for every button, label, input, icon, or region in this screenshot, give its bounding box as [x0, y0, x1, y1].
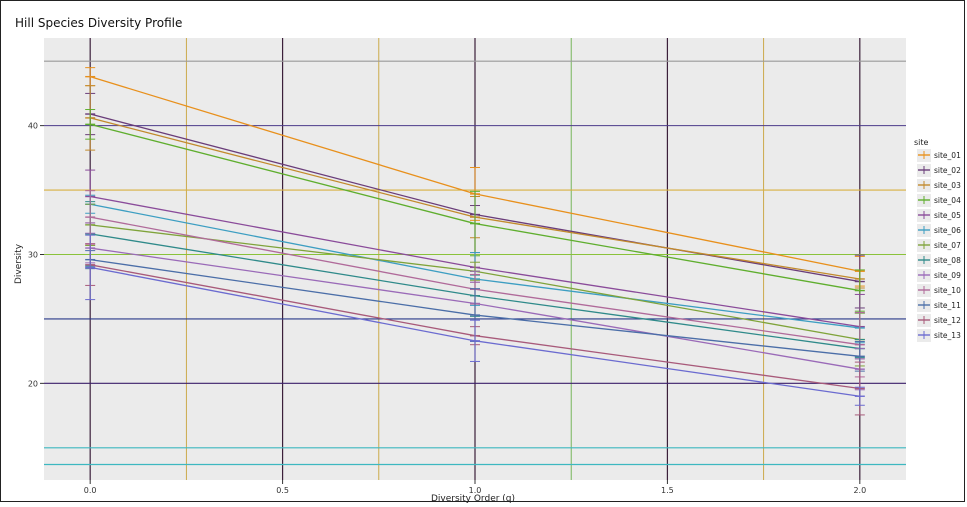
- legend-label: site_10: [934, 286, 961, 295]
- legend-item: site_04: [917, 194, 961, 207]
- x-tick-label: 0.0: [84, 486, 97, 495]
- legend-label: site_01: [934, 151, 961, 160]
- legend-label: site_03: [934, 181, 961, 190]
- x-tick-label: 1.5: [661, 486, 674, 495]
- legend-label: site_09: [934, 271, 961, 280]
- x-tick-label: 1.0: [469, 486, 482, 495]
- y-tick-label: 40: [28, 122, 38, 131]
- legend-item: site_12: [917, 314, 961, 327]
- legend-label: site_06: [934, 226, 961, 235]
- legend-label: site_11: [934, 301, 961, 310]
- legend-item: site_11: [917, 299, 961, 312]
- legend-label: site_02: [934, 166, 961, 175]
- legend-label: site_05: [934, 211, 961, 220]
- legend-title: site: [914, 138, 929, 147]
- legend-label: site_07: [934, 241, 961, 250]
- legend-label: site_13: [934, 331, 961, 340]
- y-axis-label: Diversity: [14, 243, 24, 284]
- chart-title: Hill Species Diversity Profile: [15, 16, 182, 30]
- y-tick-label: 30: [28, 250, 38, 259]
- legend-label: site_12: [934, 316, 961, 325]
- legend-label: site_04: [934, 196, 961, 205]
- x-axis-label: Diversity Order (q): [431, 494, 515, 503]
- y-tick-label: 20: [28, 379, 38, 388]
- legend-item: site_07: [917, 239, 961, 252]
- x-tick-label: 2.0: [853, 486, 866, 495]
- legend-label: site_08: [934, 256, 961, 265]
- legend-item: site_03: [917, 179, 961, 192]
- legend-item: site_01: [917, 149, 961, 162]
- series-site_13: [85, 234, 865, 406]
- legend-item: site_06: [917, 224, 961, 237]
- legend-item: site_08: [917, 254, 961, 267]
- legend-item: site_02: [917, 164, 961, 177]
- legend-item: site_05: [917, 209, 961, 222]
- legend-item: site_09: [917, 269, 961, 282]
- legend-item: site_10: [917, 284, 961, 297]
- x-tick-label: 0.5: [276, 486, 289, 495]
- series-site_04: [85, 109, 865, 312]
- legend-item: site_13: [917, 329, 961, 342]
